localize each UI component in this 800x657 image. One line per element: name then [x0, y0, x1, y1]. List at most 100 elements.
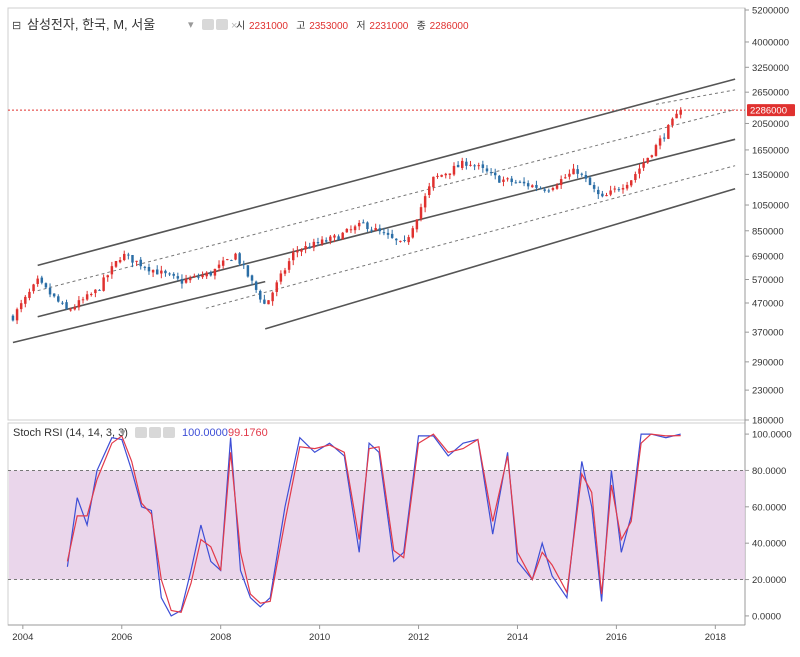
channel-dashed-line-0[interactable]	[37, 108, 736, 292]
candle-body-143	[601, 193, 604, 197]
candle-body-142	[597, 189, 600, 195]
candle-body-134	[564, 177, 567, 179]
channel-line-0[interactable]	[37, 78, 736, 267]
candle-body-70	[300, 249, 303, 252]
candle-body-106	[448, 173, 452, 175]
candle-body-158	[662, 137, 666, 139]
candle-body-85	[362, 222, 365, 224]
candle-body-33	[147, 267, 151, 272]
candle-body-153	[642, 162, 645, 168]
candle-body-67	[287, 261, 291, 270]
indicator-gear-icon[interactable]	[149, 427, 161, 438]
candle-body-149	[625, 184, 629, 189]
indicator-close-icon[interactable]	[163, 427, 175, 438]
candle-body-76	[324, 240, 328, 242]
candle-body-139	[584, 174, 588, 179]
symbol-legend[interactable]: ⊟ 삼성전자, 한국, M, 서울 ▾ × 시 2231000 고 2353000 저 2…	[12, 17, 469, 32]
indicator-label: Stoch RSI (14, 14, 3, 3)	[13, 427, 128, 439]
candle-body-32	[143, 266, 147, 268]
time-tick-2: 2008	[210, 632, 231, 643]
last-price-tag-label: 2286000	[750, 106, 787, 117]
candle-body-43	[188, 278, 192, 281]
candle-body-147	[617, 189, 621, 191]
candle-body-129	[543, 189, 546, 191]
candle-body-162	[679, 110, 682, 115]
candle-body-118	[498, 175, 501, 183]
candle-body-95	[403, 240, 406, 242]
ohlc-value-2: 2231000	[369, 21, 408, 32]
candle-body-1	[15, 309, 19, 321]
collapse-icon[interactable]: ⊟	[12, 20, 21, 32]
candle-body-4	[28, 291, 31, 298]
rsi-tick-0: 100.0000	[752, 430, 792, 441]
chevron-down-icon[interactable]: ▾	[188, 19, 194, 31]
candle-body-60	[259, 290, 262, 300]
time-tick-4: 2012	[408, 632, 429, 643]
candle-body-110	[465, 161, 468, 166]
candle-body-154	[646, 157, 649, 163]
close-icon[interactable]: ×	[231, 20, 237, 32]
indicator-chevron-down-icon[interactable]: ▾	[120, 427, 126, 439]
rsi-tick-4: 20.0000	[752, 575, 786, 586]
channel-dashed-line-1[interactable]	[205, 165, 736, 309]
price-tick-10: 570000	[752, 275, 784, 286]
price-tick-2: 3250000	[752, 63, 789, 74]
candle-body-88	[374, 228, 377, 231]
candle-body-96	[407, 237, 410, 243]
rsi-tick-2: 60.0000	[752, 502, 786, 513]
time-tick-7: 2018	[705, 632, 726, 643]
candle-body-21	[98, 289, 101, 291]
candle-body-75	[320, 239, 324, 244]
candle-body-135	[568, 173, 571, 177]
candle-body-0	[11, 315, 15, 321]
last-price-tag: 2286000	[747, 104, 795, 117]
candle-body-124	[522, 181, 526, 184]
candle-body-46	[201, 275, 204, 278]
candle-body-42	[184, 279, 188, 283]
channel-line-1[interactable]	[37, 138, 736, 318]
candle-body-91	[386, 232, 390, 235]
channel-line-2[interactable]	[12, 280, 266, 344]
trend-channels[interactable]	[12, 78, 736, 344]
gear-icon[interactable]	[216, 19, 228, 30]
time-tick-1: 2006	[111, 632, 132, 643]
eye-icon[interactable]	[202, 19, 214, 30]
time-tick-5: 2014	[507, 632, 528, 643]
candle-body-161	[675, 113, 678, 119]
candle-body-49	[213, 268, 217, 276]
candle-body-151	[634, 174, 637, 181]
price-tick-14: 230000	[752, 386, 784, 397]
candle-body-146	[613, 188, 616, 190]
candle-body-35	[155, 269, 159, 275]
candle-body-123	[518, 181, 522, 183]
candle-body-72	[308, 246, 311, 249]
channel-line-3[interactable]	[264, 187, 736, 330]
candle-body-83	[353, 226, 357, 231]
candle-body-112	[473, 165, 476, 167]
candle-body-141	[592, 185, 596, 189]
candle-body-97	[411, 228, 415, 238]
candle-body-98	[415, 219, 419, 230]
candle-body-128	[539, 188, 542, 190]
candle-body-105	[444, 173, 447, 176]
candle-body-100	[423, 196, 427, 208]
candle-body-65	[279, 273, 283, 282]
candle-body-28	[127, 254, 130, 256]
channel-dashed-line-2[interactable]	[655, 89, 736, 105]
candle-body-99	[419, 207, 423, 219]
candle-body-50	[217, 264, 221, 268]
rsi-axis-ticks: 100.0000 80.0000 60.0000 40.0000 20.0000 0.00…	[745, 430, 792, 622]
price-tick-3: 2650000	[752, 88, 789, 99]
candle-body-157	[658, 138, 662, 146]
candle-body-150	[629, 180, 633, 186]
candle-body-71	[304, 246, 307, 250]
stoch-k-value: 100.0000	[182, 427, 228, 439]
price-tick-4: 2050000	[752, 119, 789, 130]
rsi-tick-3: 40.0000	[752, 539, 786, 550]
indicator-legend[interactable]: Stoch RSI (14, 14, 3, 3) ▾ 100.0000 99.1…	[13, 427, 268, 439]
candle-body-20	[94, 289, 97, 294]
candle-body-155	[650, 155, 654, 158]
candle-body-8	[44, 283, 48, 288]
indicator-eye-icon[interactable]	[135, 427, 147, 438]
